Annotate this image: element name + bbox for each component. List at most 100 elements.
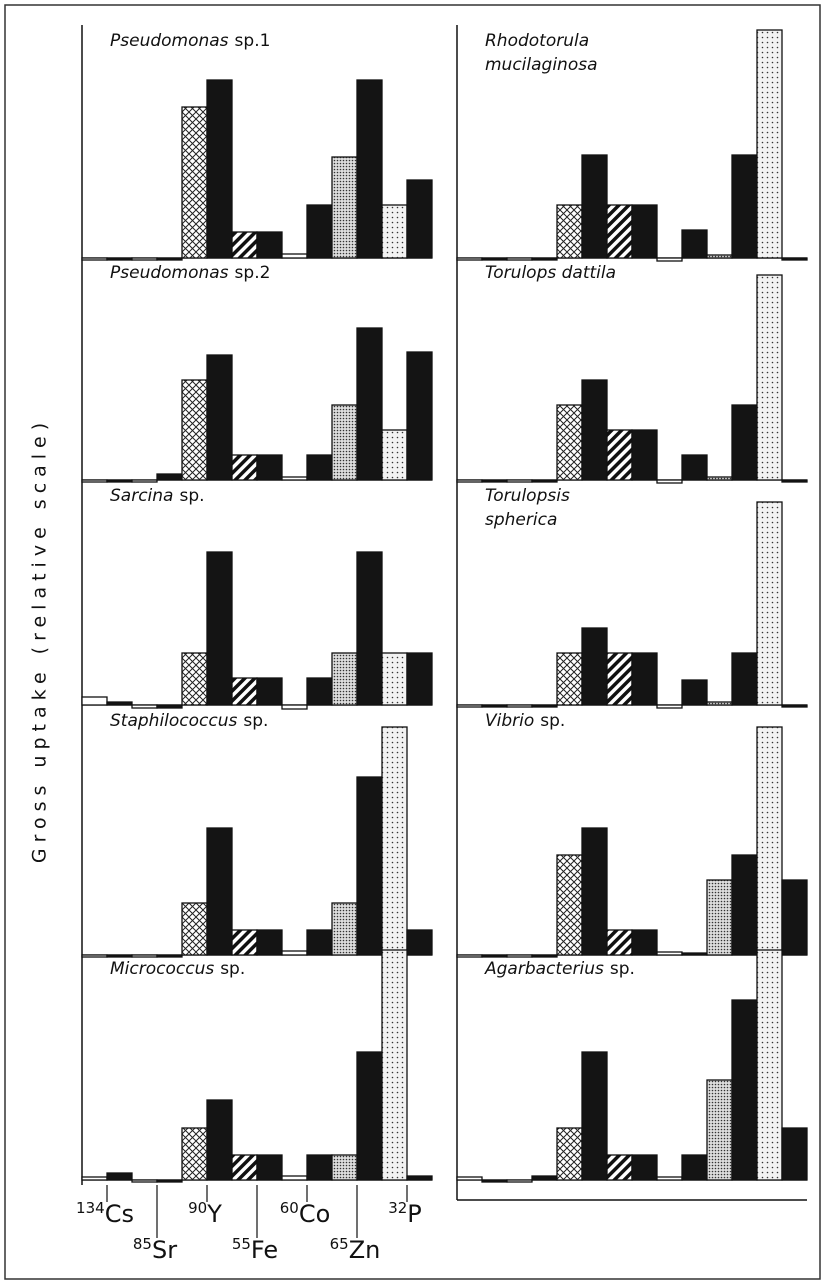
title-italic: Pseudomonas — [110, 31, 229, 51]
bar — [106, 1172, 133, 1181]
bar — [331, 1154, 358, 1181]
title-italic: Agarbacterius — [484, 959, 604, 979]
bar — [781, 257, 808, 261]
panel-title: spherica — [485, 510, 557, 530]
isotope-mass: 60 — [280, 1199, 299, 1217]
bar — [531, 479, 558, 483]
bar — [606, 929, 633, 956]
bar — [256, 454, 283, 481]
title-roman: sp. — [179, 486, 204, 506]
title-italic: Torulops dattila — [485, 263, 616, 283]
bar — [631, 652, 658, 706]
bar — [406, 1175, 433, 1181]
bar — [556, 204, 583, 259]
bar — [231, 929, 258, 956]
bar — [556, 1127, 583, 1181]
bar — [306, 204, 333, 259]
panel-title: Staphilococcus sp. — [110, 711, 268, 731]
bar — [381, 204, 408, 259]
bar — [656, 1176, 683, 1181]
bar — [456, 479, 483, 483]
panel-title: Micrococcus sp. — [110, 959, 245, 979]
isotope-element: Sr — [152, 1236, 177, 1264]
bar — [256, 677, 283, 706]
bar — [381, 949, 408, 1181]
bar — [206, 354, 233, 481]
bar — [631, 204, 658, 259]
bar — [456, 954, 483, 958]
bar — [731, 854, 758, 956]
bar — [606, 429, 633, 481]
bar — [181, 379, 208, 481]
y-axis-label: Gross uptake (relative scale) — [29, 417, 51, 863]
bar — [156, 257, 183, 261]
bar — [181, 902, 208, 956]
bar — [556, 652, 583, 706]
bar — [231, 677, 258, 706]
bar — [731, 999, 758, 1181]
bar — [181, 652, 208, 706]
bar — [681, 454, 708, 481]
bar — [381, 652, 408, 706]
bar — [281, 253, 308, 259]
bar — [606, 204, 633, 259]
panel-title: Torulops dattila — [485, 263, 616, 283]
isotope-element: Y — [206, 1200, 222, 1228]
bar — [381, 726, 408, 956]
bar — [231, 1154, 258, 1181]
bar — [581, 379, 608, 481]
bar — [631, 429, 658, 481]
bar — [481, 479, 508, 483]
bar — [256, 1154, 283, 1181]
bar — [456, 257, 483, 261]
bar — [206, 79, 233, 259]
isotope-element: Co — [299, 1200, 330, 1228]
panel-title: mucilaginosa — [485, 55, 598, 75]
title-italic: mucilaginosa — [485, 55, 598, 75]
title-roman: sp. — [610, 959, 635, 979]
isotope-element: Fe — [251, 1236, 278, 1264]
bar — [706, 1079, 733, 1181]
bar — [606, 1154, 633, 1181]
bar — [206, 827, 233, 956]
bar — [481, 954, 508, 958]
isotope-label: 32P — [388, 1199, 422, 1228]
bar — [131, 479, 158, 483]
bar — [756, 501, 783, 706]
bar — [681, 1154, 708, 1181]
bar — [581, 1051, 608, 1181]
bar — [156, 473, 183, 481]
bar — [681, 679, 708, 706]
bar — [106, 257, 133, 261]
isotope-mass: 55 — [232, 1235, 251, 1253]
bar — [781, 479, 808, 483]
bar — [556, 404, 583, 481]
title-italic: Rhodotorula — [485, 31, 589, 51]
bar — [106, 479, 133, 483]
bar — [531, 1175, 558, 1181]
bar — [406, 652, 433, 706]
bar — [781, 1127, 808, 1181]
frame — [4, 4, 821, 1280]
panel-title: Pseudomonas sp.1 — [110, 31, 270, 51]
bar — [106, 954, 133, 958]
bar — [456, 1176, 483, 1181]
isotope-mass: 32 — [388, 1199, 407, 1217]
bar — [206, 1099, 233, 1181]
bar — [281, 1175, 308, 1181]
bar — [181, 106, 208, 259]
bar — [331, 156, 358, 259]
bar — [756, 274, 783, 481]
bar — [481, 1179, 508, 1183]
bar — [356, 1051, 383, 1181]
bar — [156, 704, 183, 709]
bar — [506, 479, 533, 483]
title-italic: Vibrio — [485, 711, 534, 731]
isotope-mass: 90 — [188, 1199, 207, 1217]
bar — [531, 704, 558, 708]
bar — [81, 696, 108, 706]
bar — [731, 404, 758, 481]
panel-title: Sarcina sp. — [110, 486, 205, 506]
bar — [231, 231, 258, 259]
